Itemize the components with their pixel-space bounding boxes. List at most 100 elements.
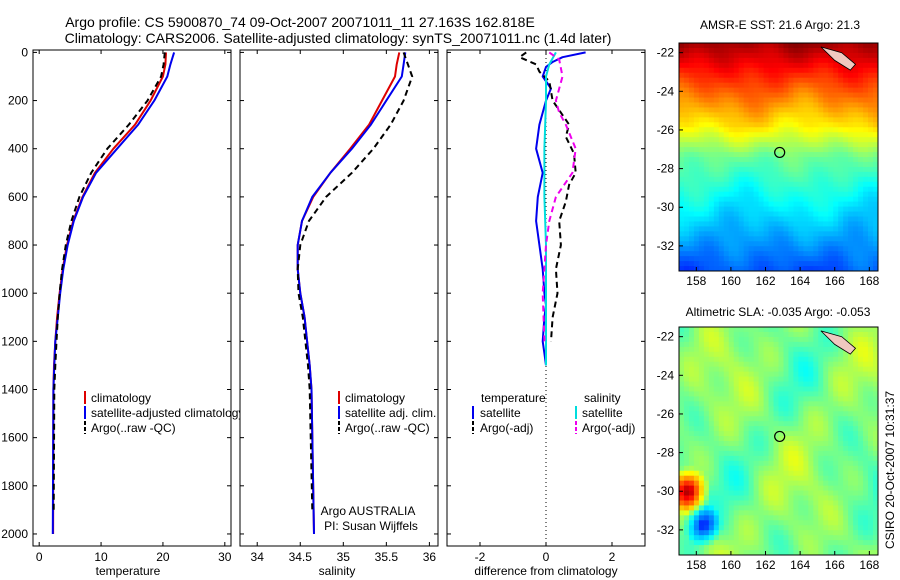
map-cell [708, 82, 715, 89]
map-cell [863, 157, 869, 163]
map-cell [848, 122, 854, 128]
map-cell [823, 211, 829, 217]
map-cell [803, 127, 809, 133]
map-cell [753, 201, 760, 207]
y-tick-label: 400 [8, 142, 28, 156]
map-cell [718, 401, 725, 407]
map-cell [783, 441, 789, 447]
map-cell [818, 510, 824, 516]
map-cell [733, 186, 740, 193]
map-cell [788, 406, 794, 412]
map-cell [778, 505, 784, 511]
map-cell [703, 535, 710, 541]
map-cell [843, 117, 849, 123]
map-cell [693, 43, 700, 49]
map-cell [823, 43, 829, 49]
map-cell [858, 515, 864, 521]
map-cell [703, 122, 710, 128]
map-cell [763, 152, 769, 158]
map-cell [773, 102, 779, 108]
map-cell [708, 77, 715, 84]
map-cell [783, 386, 789, 392]
map-cell [853, 241, 859, 247]
map-cell [803, 92, 809, 98]
map-cell [763, 421, 769, 427]
map-cell [783, 520, 789, 526]
map-cell [698, 470, 705, 477]
map-cell [688, 211, 695, 217]
map-cell [728, 396, 735, 402]
map-cell [728, 77, 735, 84]
map-cell [763, 455, 769, 462]
map-cell [828, 495, 834, 501]
map-cell [688, 490, 695, 496]
x-tick-label: 158 [686, 274, 706, 288]
map-cell [679, 351, 685, 358]
map-cell [833, 500, 839, 506]
map-cell [793, 97, 799, 103]
map-cell [853, 450, 859, 457]
map-cell [843, 426, 849, 432]
map-cell [778, 152, 784, 158]
map-cell [758, 520, 764, 526]
map-cell [828, 535, 834, 541]
map-cell [838, 396, 844, 402]
map-cell [788, 231, 794, 237]
map-cell [798, 122, 804, 128]
map-cell [813, 426, 819, 432]
map-cell [683, 62, 690, 69]
map-cell [858, 475, 864, 482]
map-cell [728, 251, 735, 257]
map-cell [808, 351, 814, 358]
map-cell [679, 137, 685, 143]
map-cell [818, 505, 824, 511]
map-cell [679, 152, 685, 158]
map-cell [788, 127, 794, 133]
map-cell [683, 142, 690, 148]
map-cell [733, 327, 740, 333]
map-cell [778, 480, 784, 487]
map-cell [838, 62, 844, 69]
difference-legend: temperature salinity satellite Argo(-adj… [472, 391, 635, 435]
map-cell [753, 236, 760, 242]
map-cell [733, 470, 740, 477]
map-cell [873, 386, 879, 392]
map-cell [793, 122, 799, 128]
map-cell [773, 515, 779, 521]
map-cell [773, 57, 779, 64]
map-cell [763, 157, 769, 163]
map-cell [763, 381, 769, 387]
map-cell [753, 371, 760, 377]
map-cell [688, 381, 695, 387]
map-cell [713, 112, 720, 118]
map-cell [698, 216, 705, 222]
map-cell [843, 97, 849, 103]
map-cell [698, 391, 705, 397]
map-cell [833, 371, 839, 377]
map-cell [858, 102, 864, 108]
map-cell [743, 480, 750, 487]
map-cell [758, 376, 764, 382]
map-cell [868, 82, 874, 89]
map-cell [688, 157, 695, 163]
map-cell [748, 356, 755, 363]
map-cell [698, 480, 705, 487]
map-cell [768, 475, 774, 482]
map-cell [853, 62, 859, 69]
map-cell [788, 206, 794, 212]
map-cell [738, 445, 745, 452]
map-cell [733, 266, 740, 272]
map-cell [718, 490, 725, 496]
map-cell [798, 117, 804, 123]
map-cell [783, 157, 789, 163]
map-cell [698, 366, 705, 373]
map-cell [798, 535, 804, 541]
map-cell [738, 221, 745, 227]
map-cell [833, 181, 839, 188]
map-cell [818, 500, 824, 506]
map-cell [708, 181, 715, 188]
map-cell [843, 87, 849, 93]
map-cell [838, 147, 844, 153]
map-cell [728, 371, 735, 377]
map-cell [793, 191, 799, 198]
